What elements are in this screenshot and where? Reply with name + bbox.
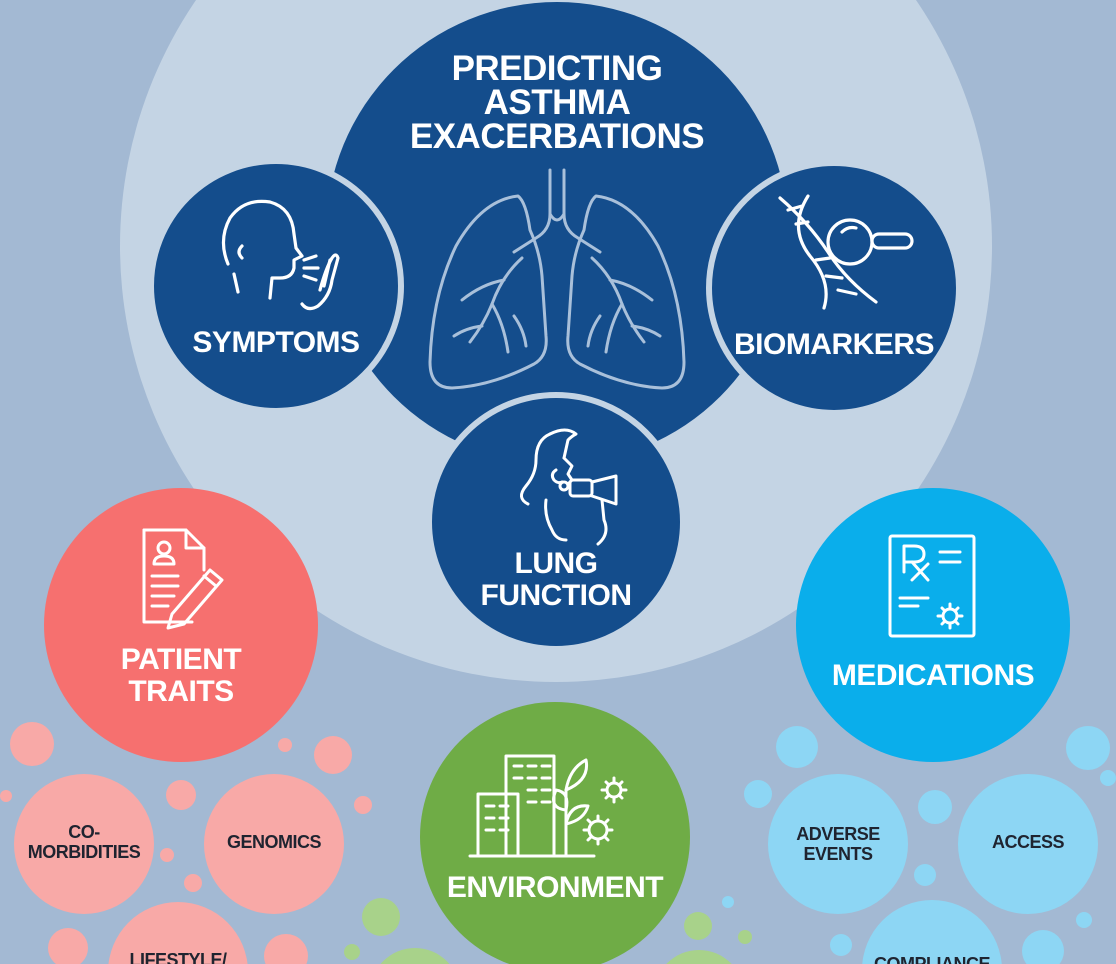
decor-bubble [914, 864, 936, 886]
decor-bubble [684, 912, 712, 940]
decor-bubble [362, 898, 400, 936]
decor-bubble [344, 944, 360, 960]
decor-bubble [264, 934, 308, 964]
decor-bubble [0, 790, 12, 802]
symptoms-node: SYMPTOMS [148, 158, 404, 414]
dna-magnifier-icon [778, 194, 914, 310]
access-node: ACCESS [958, 774, 1098, 914]
compliance-label: COMPLIANCE [874, 954, 991, 964]
center-circle: PREDICTING ASTHMA EXACERBATIONS [326, 2, 788, 464]
decor-bubble [830, 934, 852, 956]
lung-function-node: LUNG FUNCTION [426, 392, 686, 652]
biomarkers-node: BIOMARKERS [706, 160, 962, 416]
decor-bubble [738, 930, 752, 944]
decor-bubble [1100, 770, 1116, 786]
comorbidities-label: CO- MORBIDITIES [27, 822, 141, 862]
patient-traits-label: PATIENT TRAITS [120, 643, 242, 708]
patient-traits-node: PATIENT TRAITS [44, 488, 318, 762]
decor-bubble [1022, 930, 1064, 964]
decor-bubble [10, 722, 54, 766]
medications-label: MEDICATIONS [831, 659, 1035, 692]
lung-function-label: LUNG FUNCTION [480, 547, 632, 612]
diagram-title: PREDICTING ASTHMA EXACERBATIONS [409, 49, 705, 156]
environment-label: ENVIRONMENT [446, 871, 664, 904]
medications-node: MEDICATIONS [796, 488, 1070, 762]
decor-bubble [1076, 912, 1092, 928]
lungs-icon [428, 168, 686, 390]
decor-bubble [776, 726, 818, 768]
decor-bubble [722, 896, 734, 908]
decor-bubble [184, 874, 202, 892]
adverse-events-node: ADVERSE EVENTS [768, 774, 908, 914]
lifestyle-node: LIFESTYLE/ [108, 902, 248, 964]
symptoms-label: SYMPTOMS [192, 326, 360, 359]
prescription-icon [888, 534, 976, 638]
decor-bubble [918, 790, 952, 824]
decor-bubble [370, 948, 460, 964]
decor-bubble [278, 738, 292, 752]
buildings-plant-icon [468, 754, 628, 858]
adverse-events-label: ADVERSE EVENTS [796, 824, 880, 864]
decor-bubble [314, 736, 352, 774]
document-pencil-icon [142, 528, 224, 630]
decor-bubble [744, 780, 772, 808]
biomarkers-label: BIOMARKERS [733, 328, 935, 361]
comorbidities-node: CO- MORBIDITIES [14, 774, 154, 914]
decor-bubble [48, 928, 88, 964]
compliance-node: COMPLIANCE [862, 900, 1002, 964]
coughing-person-icon [221, 199, 340, 311]
decor-bubble [160, 848, 174, 862]
spirometer-icon [520, 428, 618, 546]
decor-bubble [654, 950, 744, 964]
genomics-node: GENOMICS [204, 774, 344, 914]
lifestyle-label: LIFESTYLE/ [129, 950, 227, 964]
decor-bubble [1066, 726, 1110, 770]
genomics-label: GENOMICS [226, 832, 322, 852]
decor-bubble [354, 796, 372, 814]
environment-node: ENVIRONMENT [420, 702, 690, 964]
access-label: ACCESS [991, 832, 1065, 852]
decor-bubble [166, 780, 196, 810]
